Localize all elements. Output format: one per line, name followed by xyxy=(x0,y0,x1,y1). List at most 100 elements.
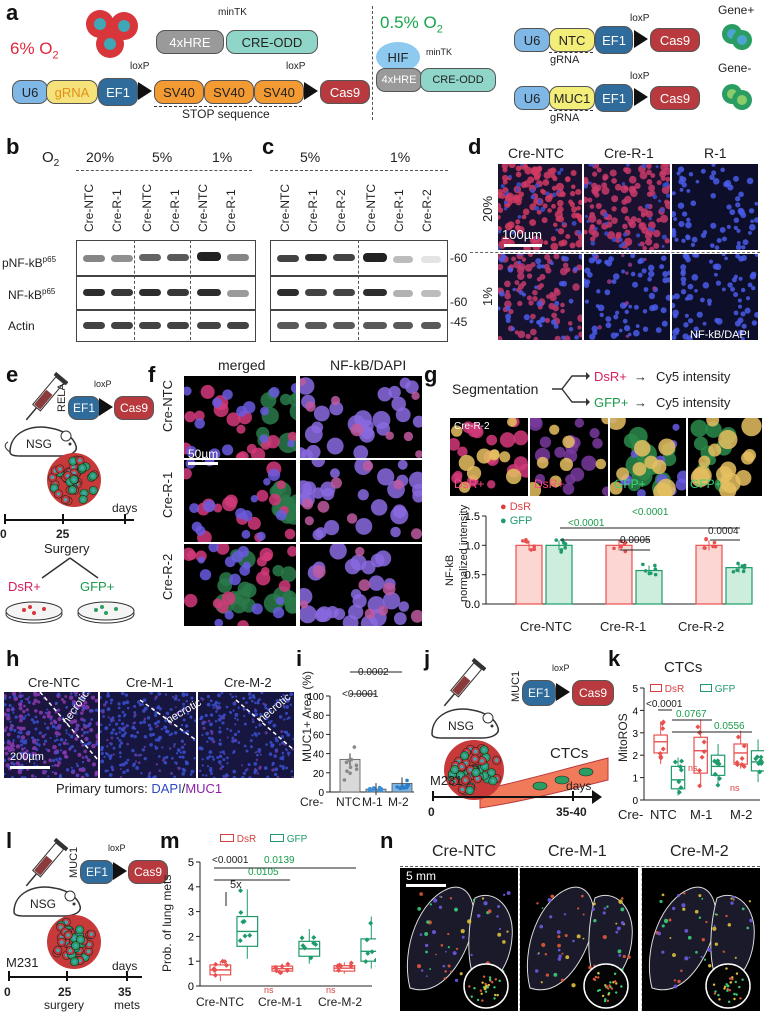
g-tile-2: DsR+ xyxy=(534,477,565,491)
c-blot-actin xyxy=(270,310,448,342)
panel-label-h: h xyxy=(6,646,20,671)
j-mouse-label: NSG xyxy=(448,719,475,733)
m-chart-ytick: 5 xyxy=(188,857,194,869)
b-cond-line xyxy=(76,170,252,171)
j-ctcs: CTCs xyxy=(550,745,589,762)
o2-05-label: 0.5% O2 xyxy=(380,13,443,36)
k-chart-ytick: 3 xyxy=(632,729,638,740)
b-row-actin: Actin xyxy=(8,319,35,333)
i-ytick: 100 xyxy=(307,692,324,703)
stop-label: STOP sequence xyxy=(182,107,270,121)
k-chart-ytick: 0 xyxy=(632,796,638,806)
g-pval-4: 0.0004 xyxy=(708,526,739,537)
h-img-m2 xyxy=(198,692,294,778)
k-chart-ytick: 1 xyxy=(632,774,638,785)
d-row-divider xyxy=(470,252,760,253)
k-ns-2: ns xyxy=(730,783,740,793)
g-arrow-2: → xyxy=(634,395,647,410)
g-legend-gfp: ● GFP xyxy=(500,515,533,527)
d-img-20-r1 xyxy=(584,164,670,250)
k-chart-point xyxy=(679,758,685,764)
e-surgery: Surgery xyxy=(44,541,90,556)
j-tick-0 xyxy=(432,791,434,801)
loxp-site-ntc xyxy=(634,30,648,48)
e-ef1-box: EF1 xyxy=(68,396,100,420)
d-img-1-ntc xyxy=(498,254,582,340)
i-ytick: 40 xyxy=(313,750,325,761)
k-ns-1: ns xyxy=(688,763,698,773)
m-chart-ytick: 1 xyxy=(188,956,194,968)
j-ef1-box: EF1 xyxy=(522,680,556,706)
j-syringe-icon xyxy=(443,657,486,707)
k-legend-dsr: DsR xyxy=(650,684,684,695)
k-xcat-3: M-2 xyxy=(730,807,753,822)
g-bar-dsr-1 xyxy=(605,544,633,605)
m-legend-dsr: DsR xyxy=(220,834,256,845)
sv40-box-1: SV40 xyxy=(154,80,204,104)
c-lane-6: Cre-R-2 xyxy=(420,189,434,232)
grna-label-muc1: gRNA xyxy=(550,112,580,124)
k-chart-point xyxy=(660,725,666,731)
l-mets: mets xyxy=(114,998,141,1012)
m-chart-ytick: 4 xyxy=(188,882,194,894)
ef1-box: EF1 xyxy=(98,78,138,106)
grna-bracket-ntc xyxy=(549,52,593,53)
m-ns-2: ns xyxy=(326,985,336,995)
e-dsr-label: DsR+ xyxy=(8,579,41,594)
e-axis-25: 25 xyxy=(56,527,70,541)
sv40-box-2: SV40 xyxy=(204,80,254,104)
k-chart-point xyxy=(715,782,721,788)
panel-label-j: j xyxy=(424,646,431,671)
n-col-divider-1 xyxy=(519,868,520,1011)
m-chart-point xyxy=(299,935,305,941)
ef1-box-muc1: EF1 xyxy=(595,84,633,112)
g-tile-1: DsR+ xyxy=(454,477,485,491)
c-lane-4: Cre-NTC xyxy=(364,184,378,232)
f-col-merged: merged xyxy=(218,357,266,373)
g-point xyxy=(741,569,746,574)
m-ylabel: Prob. of lung mets xyxy=(160,874,174,972)
f-col-nfkb: NF-kB/DAPI xyxy=(330,357,407,373)
k-chart-point xyxy=(658,754,664,760)
n-col-divider-2 xyxy=(641,868,642,1011)
k-chart-point xyxy=(678,767,684,773)
g-tile-img-2 xyxy=(530,418,608,496)
g-pval-1: <0.0001 xyxy=(568,518,605,529)
f-row-ntc: Cre-NTC xyxy=(160,380,175,432)
b-lane-3: Cre-NTC xyxy=(140,184,154,232)
m-chart: 0 1 2 3 4 5 xyxy=(188,857,376,993)
g-cy5-2: Cy5 intensity xyxy=(656,395,731,410)
n-img-ntc xyxy=(400,868,518,1011)
a-separator xyxy=(372,6,373,120)
f-img-merged-ntc xyxy=(184,376,296,458)
m-chart-point xyxy=(311,934,317,940)
m-chart-ytick: 2 xyxy=(188,931,194,943)
l-mouse-icon xyxy=(13,886,82,917)
i-point xyxy=(405,778,409,783)
cas9-box-muc1: Cas9 xyxy=(650,86,700,110)
f-row-r2: Cre-R-2 xyxy=(160,553,175,600)
k-chart-point xyxy=(699,754,705,760)
l-mouse-label: NSG xyxy=(30,897,57,911)
i-ytick: 0 xyxy=(318,788,324,799)
g-ytick: 0.5 xyxy=(465,570,480,582)
m-chart-point xyxy=(212,972,218,978)
panel-label-c: c xyxy=(262,134,275,159)
b-div-1 xyxy=(134,240,135,340)
l-vector-label: MUC1 xyxy=(68,846,80,878)
d-col-2: Cre-R-1 xyxy=(604,145,654,161)
n-col-1: Cre-NTC xyxy=(432,843,496,860)
l-cas9-box: Cas9 xyxy=(128,860,168,884)
b-o2-label: O2 xyxy=(42,149,60,169)
g-bar-dsr-0 xyxy=(515,544,543,605)
hre-box: 4xHRE xyxy=(156,30,224,54)
k-chart-point xyxy=(695,724,701,730)
e-axis-0: 0 xyxy=(0,527,7,541)
panel-label-d: d xyxy=(468,134,482,159)
f-img-merged-r2 xyxy=(184,544,296,626)
i-point xyxy=(349,757,354,762)
panel-label-m: m xyxy=(160,828,180,853)
k-chart-point xyxy=(660,719,666,725)
j-mouse-icon xyxy=(431,708,500,739)
b-blot-nfkb xyxy=(76,276,256,310)
